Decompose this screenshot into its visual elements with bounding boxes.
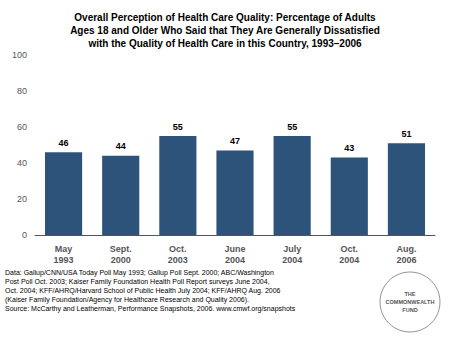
svg-text:2004: 2004 xyxy=(225,255,245,265)
svg-text:with the Quality of Health Car: with the Quality of Health Care in this … xyxy=(87,38,362,49)
svg-text:June: June xyxy=(224,244,245,254)
svg-text:55: 55 xyxy=(173,122,183,132)
svg-text:COMMONWEALTH: COMMONWEALTH xyxy=(386,299,435,305)
svg-text:1993: 1993 xyxy=(54,255,74,265)
svg-text:51: 51 xyxy=(401,129,411,139)
svg-text:July: July xyxy=(283,244,301,254)
svg-text:Data: Gallup/CNN/USA Today Pol: Data: Gallup/CNN/USA Today Poll May 1993… xyxy=(5,269,274,277)
svg-text:80: 80 xyxy=(17,86,27,96)
svg-text:2004: 2004 xyxy=(339,255,359,265)
svg-text:Oct.: Oct. xyxy=(341,244,359,254)
svg-text:Oct.: Oct. xyxy=(169,244,187,254)
svg-text:0: 0 xyxy=(22,230,27,240)
svg-text:40: 40 xyxy=(17,158,27,168)
svg-text:Ages 18 and Older Who Said tha: Ages 18 and Older Who Said that They Are… xyxy=(70,25,380,36)
svg-text:55: 55 xyxy=(287,122,297,132)
svg-text:43: 43 xyxy=(344,143,354,153)
svg-text:FUND: FUND xyxy=(402,307,417,313)
svg-text:Sept.: Sept. xyxy=(110,244,132,254)
svg-text:20: 20 xyxy=(17,194,27,204)
svg-text:Overall Perception of Health C: Overall Perception of Health Care Qualit… xyxy=(74,12,376,23)
svg-text:100: 100 xyxy=(12,50,27,60)
svg-text:2000: 2000 xyxy=(111,255,131,265)
svg-text:Aug.: Aug. xyxy=(396,244,416,254)
svg-text:THE: THE xyxy=(405,291,416,297)
svg-text:(Kaiser Family Foundation/Agen: (Kaiser Family Foundation/Agency for Hea… xyxy=(5,296,249,304)
svg-text:May: May xyxy=(55,244,73,254)
svg-text:Oct. 2004; KFF/AHRQ/Harvard Sc: Oct. 2004; KFF/AHRQ/Harvard School of Pu… xyxy=(5,287,281,295)
svg-text:2006: 2006 xyxy=(396,255,416,265)
svg-text:2004: 2004 xyxy=(282,255,302,265)
svg-text:Post Poll Oct. 2003; Kaiser Fa: Post Poll Oct. 2003; Kaiser Family Found… xyxy=(5,278,270,286)
svg-text:2003: 2003 xyxy=(168,255,188,265)
svg-text:60: 60 xyxy=(17,122,27,132)
svg-text:44: 44 xyxy=(116,141,126,151)
svg-text:47: 47 xyxy=(230,136,240,146)
svg-text:Source: McCarthy and Leatherma: Source: McCarthy and Leatherman, Perform… xyxy=(5,305,296,313)
svg-text:46: 46 xyxy=(59,138,69,148)
